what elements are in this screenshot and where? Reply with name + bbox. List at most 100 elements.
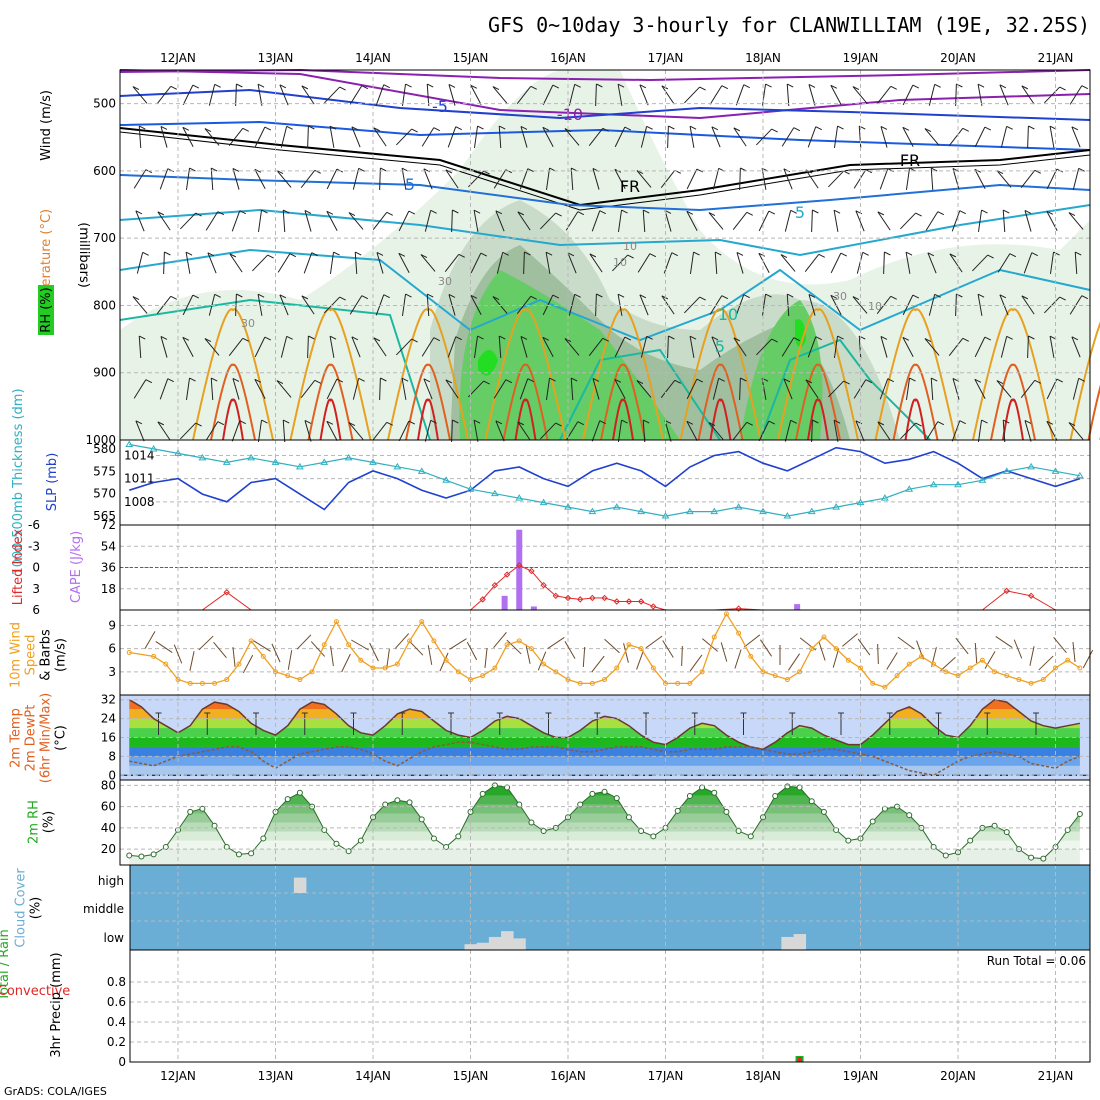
wind-speed-marker	[760, 669, 766, 675]
surface-wind-barb	[689, 654, 703, 672]
rh-marker	[357, 837, 364, 844]
wind-barb-flag	[567, 252, 575, 257]
wind-barb	[282, 419, 286, 443]
wind-barb-flag	[865, 379, 873, 384]
rh-marker	[820, 808, 827, 815]
wind-barb-flag	[348, 422, 356, 427]
wind-barb-flag	[1021, 85, 1029, 90]
wind-barb	[326, 378, 338, 400]
wind-barb	[660, 380, 676, 398]
wind-speed-marker	[480, 673, 486, 679]
rh-marker	[187, 808, 194, 815]
cape-tick-label: 54	[101, 539, 116, 553]
bottom-date-label: 16JAN	[550, 1069, 586, 1083]
wind-barb	[1072, 168, 1080, 190]
contour-label: 5	[405, 175, 415, 194]
wind-barb-flag	[445, 379, 453, 384]
cloud-block	[488, 936, 502, 950]
wind-barb-flag	[445, 169, 453, 174]
wind-barb-flag	[1003, 209, 1010, 214]
rh-marker	[333, 840, 340, 847]
wind-barb	[159, 168, 169, 190]
rh-marker	[406, 799, 413, 806]
surface-wind-barb	[886, 652, 898, 670]
surface-wind-barb	[1072, 642, 1076, 662]
wind-barb-flag	[492, 296, 500, 301]
wind-barb	[786, 83, 790, 107]
thickness-tick-label: 570	[93, 487, 116, 501]
wind-barb-flag	[135, 210, 143, 215]
wind-barb	[229, 253, 243, 273]
upper-air-panel: -5 -10 5 5 10 5 FR FR 10 30 30 10 10 30	[119, 68, 1100, 443]
wind-barb-flag	[718, 377, 725, 382]
wind-barb-flag	[185, 251, 193, 256]
wind-barb-flag	[915, 212, 922, 217]
thickness-axis-title: 1000-500mb Thickness (dm)	[11, 388, 26, 575]
wind-barb	[588, 338, 604, 356]
wind-speed-marker	[431, 638, 437, 644]
wind-frame	[119, 609, 1091, 696]
wind-tick-label: 6	[108, 642, 116, 656]
wind-barb-flag	[358, 377, 365, 382]
wind-barb	[733, 337, 747, 357]
wind-barb-flag	[257, 83, 265, 88]
surface-wind-barb	[449, 638, 467, 650]
cloud-block	[293, 877, 307, 893]
thickness-marker	[490, 489, 499, 497]
pressure-tick-label: 600	[93, 164, 116, 178]
wind-barb-flag	[311, 252, 318, 257]
wind-barb	[614, 336, 626, 358]
wind-barb	[999, 84, 1009, 106]
wind-barb-flag	[1068, 212, 1076, 217]
wind-barb	[1071, 336, 1081, 358]
thickness-marker	[271, 458, 280, 465]
lifted-index-marker	[528, 567, 535, 575]
wind-barb	[254, 126, 266, 148]
precip-tick-label: 0.2	[107, 1035, 126, 1049]
bottom-date-label: 14JAN	[355, 1069, 391, 1083]
wind-barb-flag	[480, 252, 488, 257]
wind-barb-flag	[574, 83, 581, 88]
wind-barb-flag	[545, 251, 553, 256]
wind-barb-flag	[643, 419, 650, 424]
wind-barb	[276, 170, 292, 188]
wind-barb-flag	[686, 210, 694, 215]
wind-barb-flag	[1021, 295, 1029, 300]
wind-barb	[372, 212, 388, 230]
wind-barb	[880, 336, 888, 358]
wind-barb	[473, 210, 479, 232]
wind-axis-title: & Barbs	[39, 629, 54, 681]
wind-barb	[639, 294, 649, 316]
hottest-contour	[222, 398, 244, 441]
lifted-index-segment	[543, 584, 557, 597]
bottom-date-label: 15JAN	[453, 1069, 489, 1083]
rh-marker	[1003, 829, 1010, 836]
wind-barb-flag	[301, 85, 309, 90]
wind-barb	[473, 336, 479, 358]
wind-barb-flag	[931, 167, 938, 172]
thickness-tick-label: 575	[93, 464, 116, 478]
rh-marker	[967, 837, 974, 844]
wind-speed-marker	[163, 661, 169, 667]
wind-barb-flag	[358, 167, 365, 172]
wind-barb	[595, 83, 597, 107]
wind-speed-marker	[821, 634, 827, 640]
wind-barb	[351, 126, 361, 148]
wind-barb-flag	[527, 168, 534, 173]
wind-barb	[182, 84, 194, 106]
wind-barb-flag	[351, 336, 359, 341]
wind-barb	[445, 379, 459, 399]
wind-barb-flag	[361, 295, 369, 300]
wind-barb-flag	[408, 420, 416, 425]
wind-barb-flag	[505, 379, 513, 384]
temperature-band	[129, 746, 1080, 757]
lifted-index-tick-label: 6	[32, 603, 40, 617]
wind-barb	[235, 83, 237, 107]
wind-barb-flag	[984, 336, 992, 341]
wind-barb	[401, 84, 407, 106]
wind-barb	[617, 84, 623, 106]
contour-label: 5	[715, 337, 725, 356]
thickness-marker	[710, 507, 719, 515]
rh-marker	[199, 805, 206, 812]
surface-wind-barb	[537, 651, 547, 671]
